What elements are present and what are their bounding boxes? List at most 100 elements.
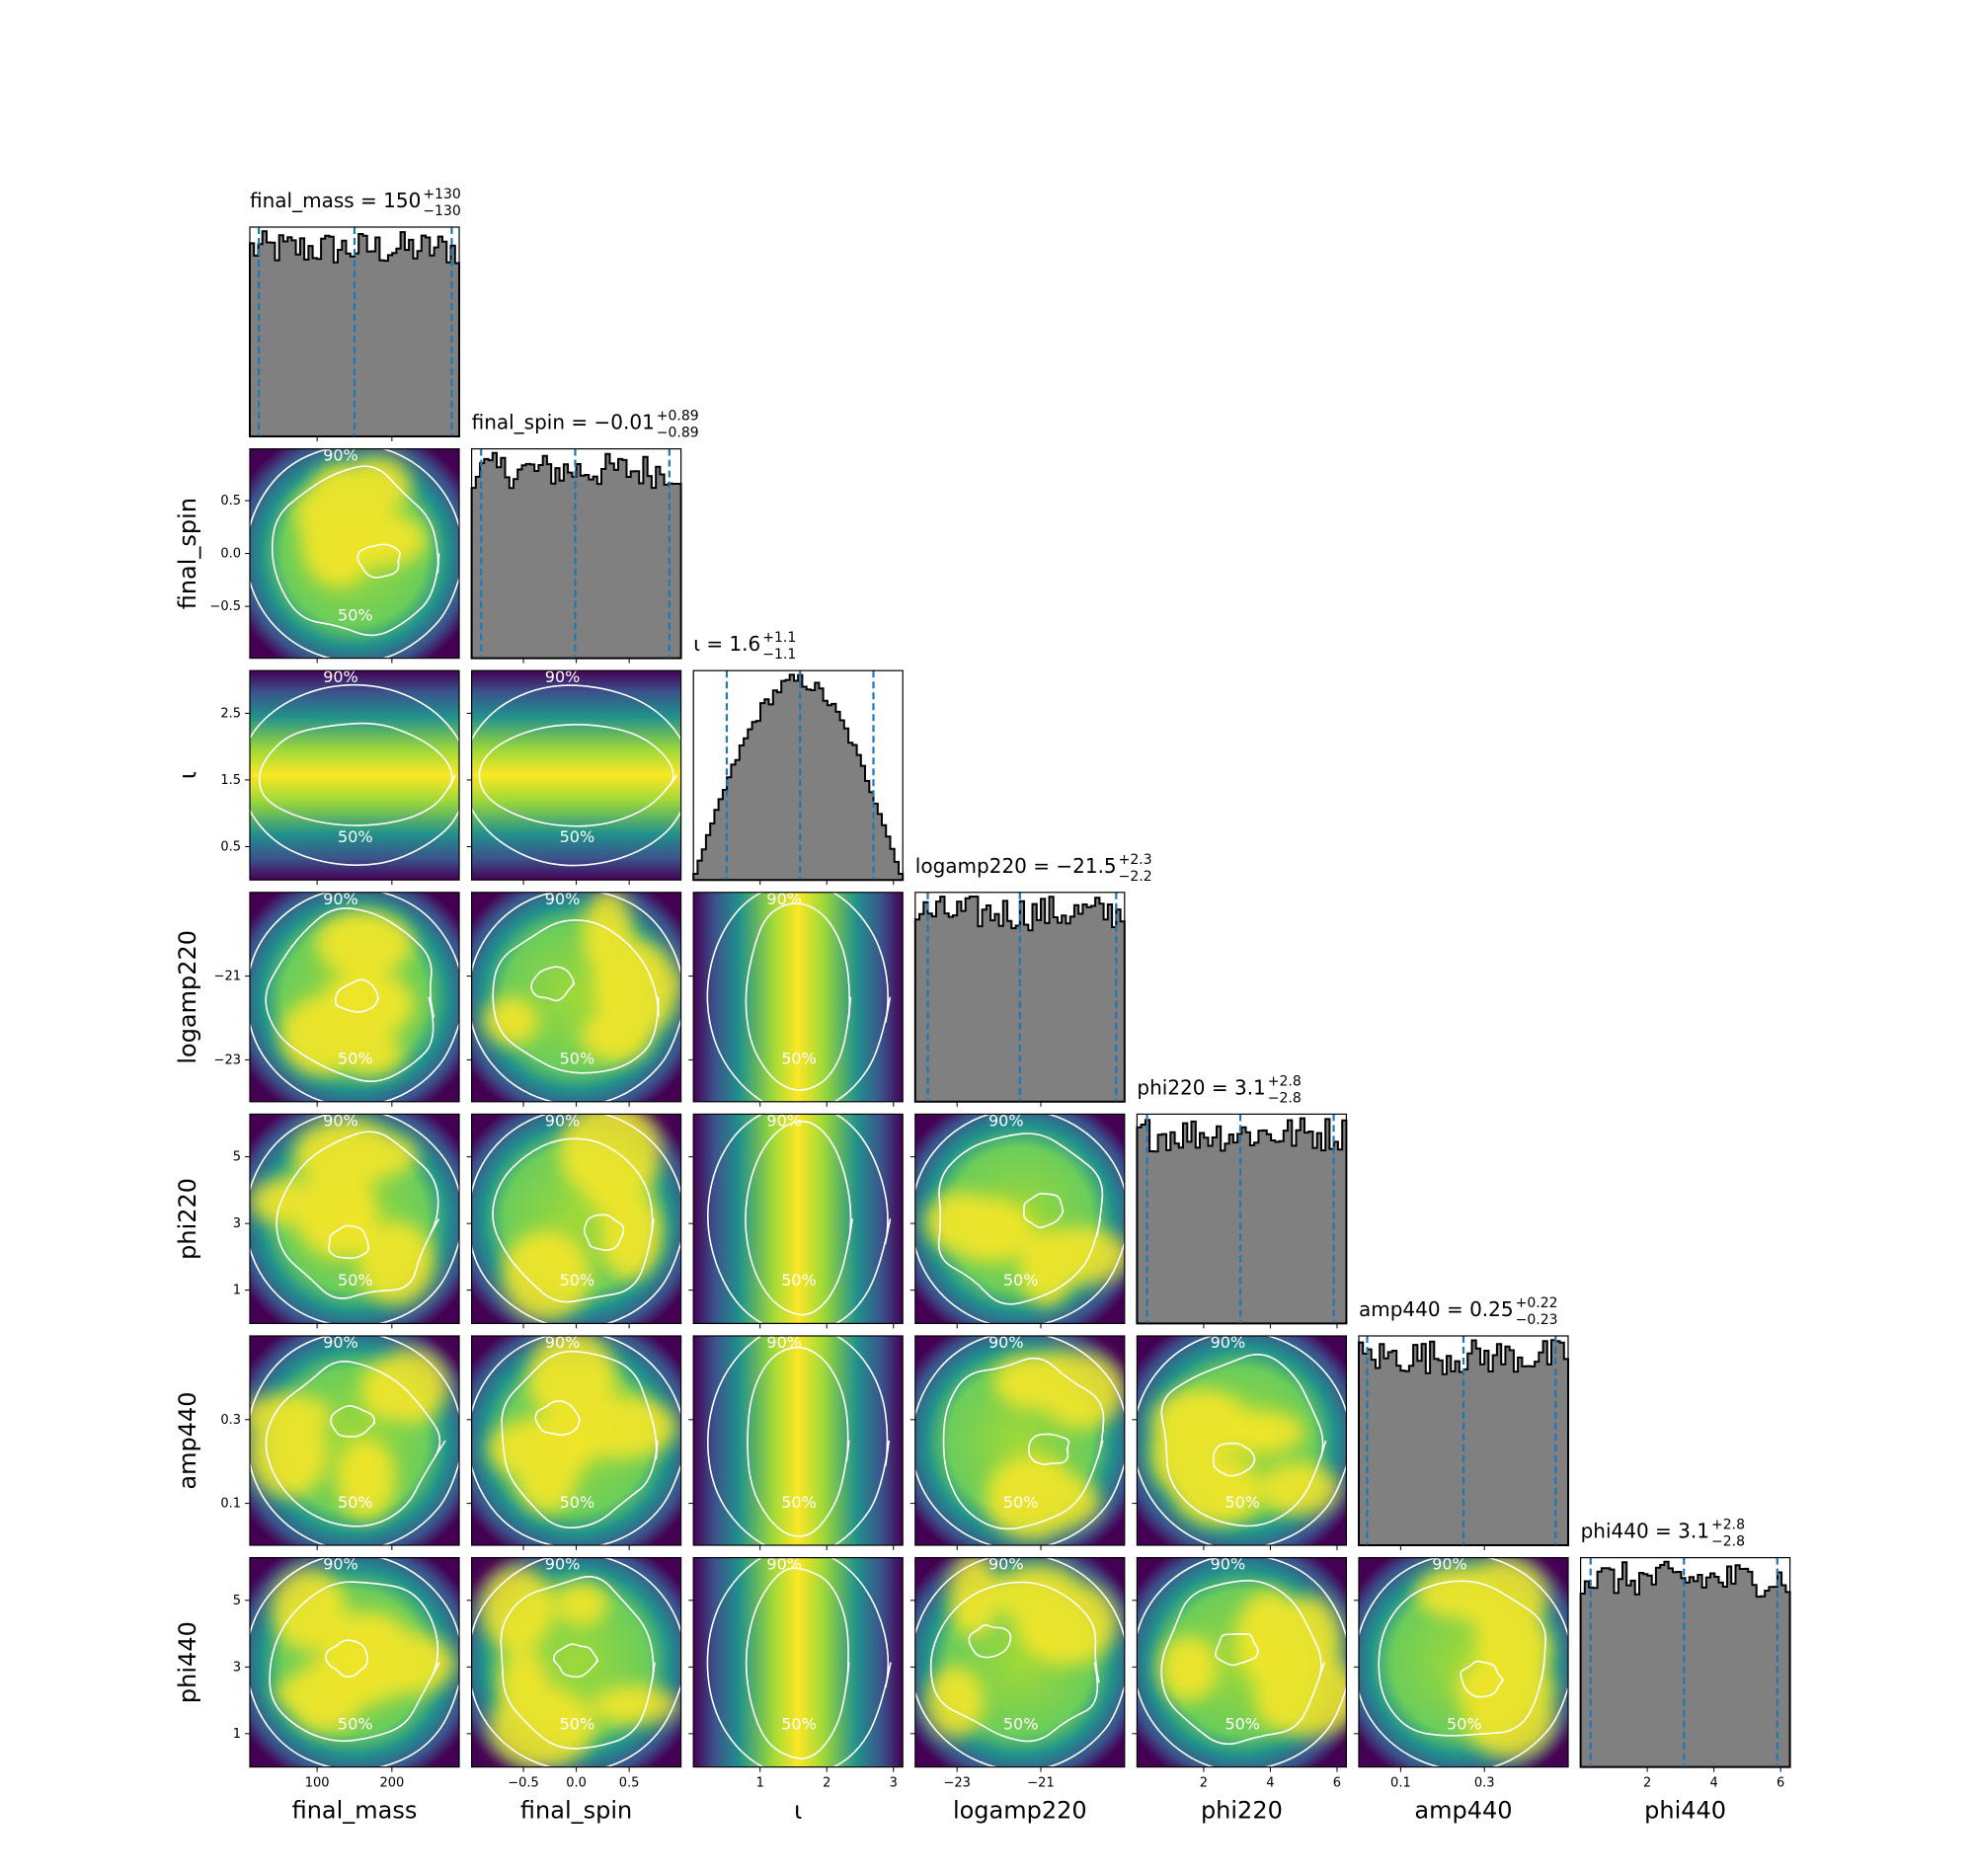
y-tick-label: 0.5 xyxy=(220,494,241,508)
density-panel-phi440-vs-phi220: 50% 90% 2 4 6 xyxy=(1132,1556,1348,1791)
panel-frame xyxy=(914,1335,1126,1546)
contour-label-50: 50% xyxy=(781,1714,817,1733)
contour-50 xyxy=(265,907,435,1082)
contour-90 xyxy=(707,1336,891,1545)
x-tick-label: 200 xyxy=(379,1776,404,1791)
panel-frame xyxy=(914,1556,1126,1768)
y-tick-label: 2.5 xyxy=(220,706,241,721)
contour-label-90: 90% xyxy=(988,1333,1024,1352)
density-panel-iota-vs-final-mass: 50% 90% 0.5 1.5 2.5 xyxy=(220,669,460,886)
contour-90 xyxy=(471,1336,681,1545)
x-axis-label-final-mass: final_mass xyxy=(292,1797,418,1825)
contour-50 xyxy=(745,1120,853,1316)
density-panel-iota-vs-final-spin: 50% 90% xyxy=(466,669,682,886)
contour-label-90: 90% xyxy=(988,1111,1024,1130)
contour-90 xyxy=(1359,1557,1568,1767)
contour-90 xyxy=(250,1114,459,1324)
y-axis-label-phi440: phi440 xyxy=(174,1621,201,1703)
contour-50 xyxy=(269,1581,440,1743)
x-tick-label: 2 xyxy=(823,1776,830,1791)
density-image xyxy=(250,670,459,881)
contour-90 xyxy=(707,1114,892,1324)
contour-50 xyxy=(1160,1353,1327,1527)
x-tick-label: 6 xyxy=(1333,1776,1341,1791)
contour-label-90: 90% xyxy=(988,1555,1024,1574)
panel-layer: 50%90%−0.50.00.550%90%0.51.52.550%90%50%… xyxy=(209,226,1791,1791)
title-lower-error: −2.2 xyxy=(1119,869,1152,885)
contour-50-island xyxy=(1023,1193,1065,1228)
x-tick-label: 100 xyxy=(305,1776,330,1791)
panel-frame xyxy=(249,1335,460,1546)
x-axis-label-amp440: amp440 xyxy=(1414,1797,1512,1825)
y-tick-label: 3 xyxy=(233,1660,241,1675)
y-axis-label-logamp220: logamp220 xyxy=(174,930,201,1064)
contour-90 xyxy=(1137,1336,1347,1545)
contour-50 xyxy=(745,1567,850,1759)
contour-50 xyxy=(258,722,456,826)
y-tick-label: 0.3 xyxy=(220,1413,241,1428)
contour-90 xyxy=(1137,1557,1347,1767)
title-lower-error: −0.23 xyxy=(1516,1312,1558,1328)
title-lower-error: −2.8 xyxy=(1711,1534,1745,1550)
contour-label-90: 90% xyxy=(323,1555,358,1574)
contour-50-island xyxy=(968,1624,1012,1659)
contour-50-island xyxy=(552,1643,599,1679)
contour-50 xyxy=(492,919,660,1074)
histogram-bars xyxy=(1579,1560,1791,1768)
contour-50 xyxy=(929,1581,1100,1743)
density-image xyxy=(471,670,681,881)
contour-90 xyxy=(250,683,459,867)
histogram-panel-phi440: 2 4 6 xyxy=(1579,1556,1791,1791)
contour-50-island xyxy=(334,978,380,1013)
contour-50-island xyxy=(534,1400,581,1437)
panel-frame xyxy=(1579,1556,1791,1768)
y-axis-label-amp440: amp440 xyxy=(174,1391,201,1489)
panel-frame xyxy=(692,1113,904,1325)
density-panel-phi220-vs-final-mass: 50% 90% 1 3 5 xyxy=(233,1113,460,1329)
density-panel-amp440-vs-final-mass: 50% 90% 0.1 0.3 xyxy=(220,1333,460,1550)
panel-frame xyxy=(249,1556,460,1768)
x-axis-label-iota: ι xyxy=(794,1797,802,1825)
contour-90 xyxy=(471,1114,681,1324)
title-upper-error: +2.8 xyxy=(1711,1518,1745,1533)
contour-50 xyxy=(265,1360,446,1527)
contour-label-90: 90% xyxy=(766,1333,802,1352)
x-tick-label: 2 xyxy=(1643,1776,1651,1791)
panel-frame xyxy=(249,892,460,1103)
title-final-spin: final_spin = −0.01 xyxy=(472,411,655,434)
x-tick-label: 6 xyxy=(1777,1776,1784,1791)
density-panel-phi440-vs-amp440: 50% 90% 0.1 0.3 xyxy=(1354,1556,1569,1791)
contour-50 xyxy=(937,1133,1104,1305)
contour-50-island xyxy=(1215,1632,1259,1667)
contour-label-90: 90% xyxy=(323,1333,358,1352)
density-panel-phi220-vs-iota: 50% 90% xyxy=(688,1113,904,1329)
contour-90 xyxy=(914,1114,1125,1324)
title-lower-error: −0.89 xyxy=(657,426,699,441)
contour-50 xyxy=(276,1131,440,1299)
contour-50 xyxy=(745,902,852,1091)
contour-90 xyxy=(471,1557,681,1767)
contour-90 xyxy=(471,892,681,1102)
y-tick-label: 0.1 xyxy=(220,1497,241,1512)
contour-label-50: 50% xyxy=(781,1271,817,1290)
title-lower-error: −130 xyxy=(423,203,460,219)
contour-50 xyxy=(1378,1580,1546,1737)
title-upper-error: +0.89 xyxy=(657,409,699,425)
y-tick-label: 3 xyxy=(233,1216,241,1231)
histogram-bars xyxy=(913,896,1126,1103)
title-upper-error: +0.22 xyxy=(1516,1295,1558,1311)
title-phi220: phi220 = 3.1 xyxy=(1137,1075,1265,1099)
contour-50-island xyxy=(1027,1433,1070,1465)
contour-90 xyxy=(250,1557,459,1767)
histogram-panel-iota xyxy=(692,669,905,886)
contour-90 xyxy=(250,892,459,1102)
axis-label-layer: final_mass final_spin ι logamp220 phi220 amp4… xyxy=(174,498,1726,1825)
density-panel-phi220-vs-logamp220: 50% 90% xyxy=(909,1111,1126,1329)
title-logamp220: logamp220 = −21.5 xyxy=(915,854,1117,878)
panel-frame xyxy=(692,669,904,881)
density-panel-logamp220-vs-final-mass: 50% 90% −23 −21 xyxy=(214,892,460,1107)
density-image xyxy=(693,1336,904,1545)
y-axis-label-final-spin: final_spin xyxy=(174,498,201,609)
contour-90 xyxy=(250,1336,459,1545)
